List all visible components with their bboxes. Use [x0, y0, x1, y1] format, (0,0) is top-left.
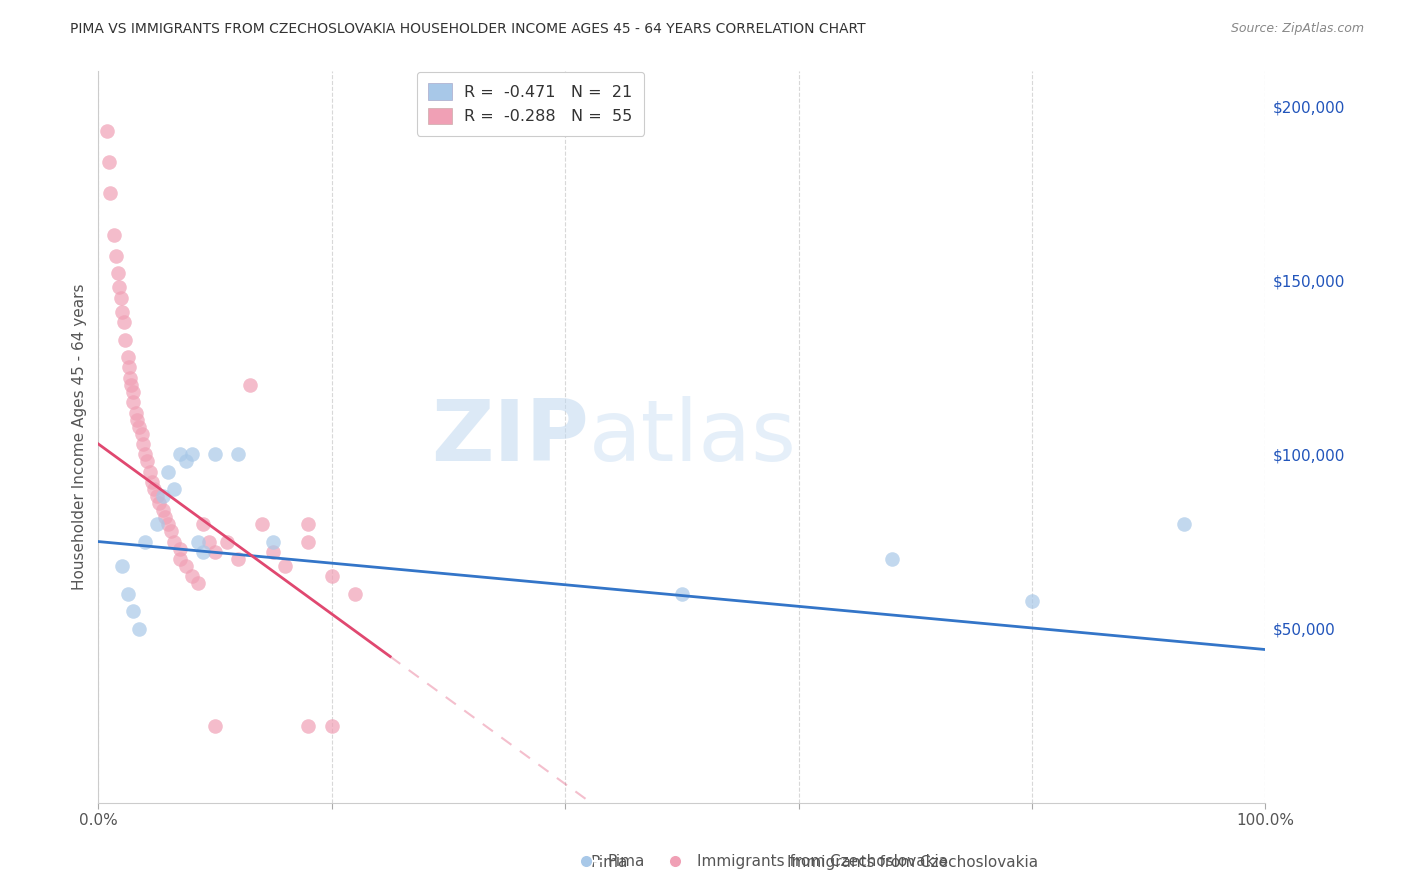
Point: [111, 558, 134, 573]
Point: [228, 448, 250, 462]
Point: [104, 249, 127, 263]
Text: Source: ZipAtlas.com: Source: ZipAtlas.com: [1230, 22, 1364, 36]
Point: [117, 350, 139, 364]
Point: [159, 524, 181, 538]
Point: [97, 155, 120, 169]
Point: [122, 395, 145, 409]
Point: [215, 534, 238, 549]
Point: [1021, 594, 1043, 608]
Point: [152, 489, 174, 503]
Point: [134, 534, 156, 549]
Point: [118, 371, 141, 385]
Point: [321, 719, 343, 733]
Point: [321, 569, 343, 583]
Point: [297, 719, 319, 733]
Point: [122, 384, 145, 399]
Point: [193, 545, 215, 559]
Point: [1173, 517, 1195, 532]
Point: [96, 123, 118, 137]
Point: [274, 558, 297, 573]
Y-axis label: Householder Income Ages 45 - 64 years: Householder Income Ages 45 - 64 years: [72, 284, 87, 591]
Point: [187, 576, 209, 591]
Point: [204, 448, 226, 462]
Legend: Pima, Immigrants from Czechoslovakia: Pima, Immigrants from Czechoslovakia: [565, 848, 953, 875]
Point: [169, 448, 191, 462]
Point: [163, 483, 186, 497]
Point: [163, 534, 186, 549]
Point: [107, 266, 129, 280]
Point: [204, 719, 226, 733]
Point: [139, 465, 162, 479]
Point: [152, 503, 174, 517]
Point: [134, 448, 156, 462]
Point: [204, 545, 226, 559]
Point: [110, 291, 132, 305]
Point: [262, 545, 284, 559]
Point: [103, 228, 125, 243]
Point: [136, 454, 159, 468]
Point: [118, 360, 141, 375]
Point: [157, 465, 180, 479]
Point: [344, 587, 367, 601]
Text: ZIP: ZIP: [430, 395, 589, 479]
Text: Pima: Pima: [591, 855, 628, 870]
Point: [128, 622, 150, 636]
Point: [157, 517, 180, 532]
Point: [297, 534, 319, 549]
Point: [112, 315, 135, 329]
Point: [169, 541, 191, 556]
Point: [122, 604, 145, 618]
Point: [114, 333, 136, 347]
Point: [193, 517, 215, 532]
Point: [132, 437, 155, 451]
Point: [228, 552, 250, 566]
Point: [198, 534, 221, 549]
Point: [108, 280, 131, 294]
Text: PIMA VS IMMIGRANTS FROM CZECHOSLOVAKIA HOUSEHOLDER INCOME AGES 45 - 64 YEARS COR: PIMA VS IMMIGRANTS FROM CZECHOSLOVAKIA H…: [70, 22, 866, 37]
Point: [128, 419, 150, 434]
Legend: R =  -0.471   N =  21, R =  -0.288   N =  55: R = -0.471 N = 21, R = -0.288 N = 55: [416, 72, 644, 136]
Point: [880, 552, 903, 566]
Point: [117, 587, 139, 601]
Point: [180, 569, 202, 583]
Point: [146, 517, 169, 532]
Point: [143, 483, 166, 497]
Point: [153, 510, 176, 524]
Point: [262, 534, 284, 549]
Point: [174, 558, 197, 573]
Point: [98, 186, 121, 201]
Point: [187, 534, 209, 549]
Point: [180, 448, 202, 462]
Point: [297, 517, 319, 532]
Point: [250, 517, 273, 532]
Point: [174, 454, 197, 468]
Point: [169, 552, 191, 566]
Point: [125, 406, 148, 420]
Point: [125, 412, 148, 426]
Point: [141, 475, 163, 490]
Point: [120, 377, 142, 392]
Point: [131, 426, 153, 441]
Point: [239, 377, 262, 392]
Point: [671, 587, 693, 601]
Text: Immigrants from Czechoslovakia: Immigrants from Czechoslovakia: [787, 855, 1039, 870]
Point: [111, 304, 134, 318]
Point: [146, 489, 169, 503]
Point: [148, 496, 170, 510]
Text: atlas: atlas: [589, 395, 797, 479]
